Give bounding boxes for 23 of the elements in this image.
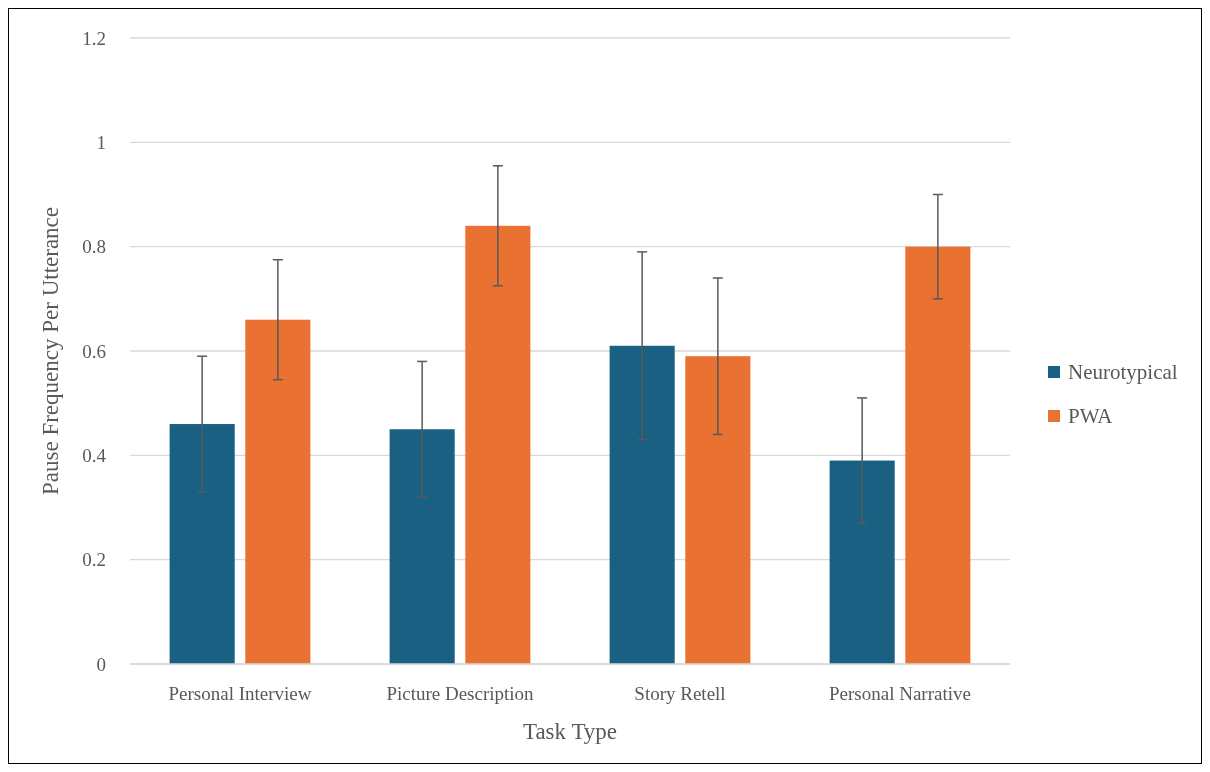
bar — [609, 345, 675, 664]
bar — [905, 246, 971, 664]
bar — [169, 424, 235, 664]
bar — [685, 356, 751, 664]
bar — [245, 319, 311, 664]
bar — [829, 460, 895, 664]
x-tick-label: Picture Description — [386, 683, 535, 704]
y-tick-label: 0 — [96, 653, 106, 675]
x-tick-label: Personal Interview — [168, 683, 312, 704]
bar — [389, 429, 455, 664]
legend-label: Neurotypical — [1068, 360, 1178, 385]
x-tick-label: Personal Narrative — [829, 683, 971, 704]
y-tick-label: 0.2 — [82, 549, 106, 571]
legend-label: PWA — [1068, 404, 1114, 429]
y-tick-label: 1.2 — [82, 27, 106, 49]
x-tick-label: Story Retell — [634, 683, 726, 704]
bar — [465, 225, 531, 664]
y-axis-title: Pause Frequency Per Utterance — [38, 206, 63, 496]
y-tick-label: 1 — [96, 131, 106, 153]
y-tick-label: 0.4 — [82, 444, 107, 466]
y-tick-label: 0.6 — [82, 340, 106, 362]
x-axis-title: Task Type — [522, 719, 618, 744]
y-tick-label: 0.8 — [82, 236, 106, 258]
